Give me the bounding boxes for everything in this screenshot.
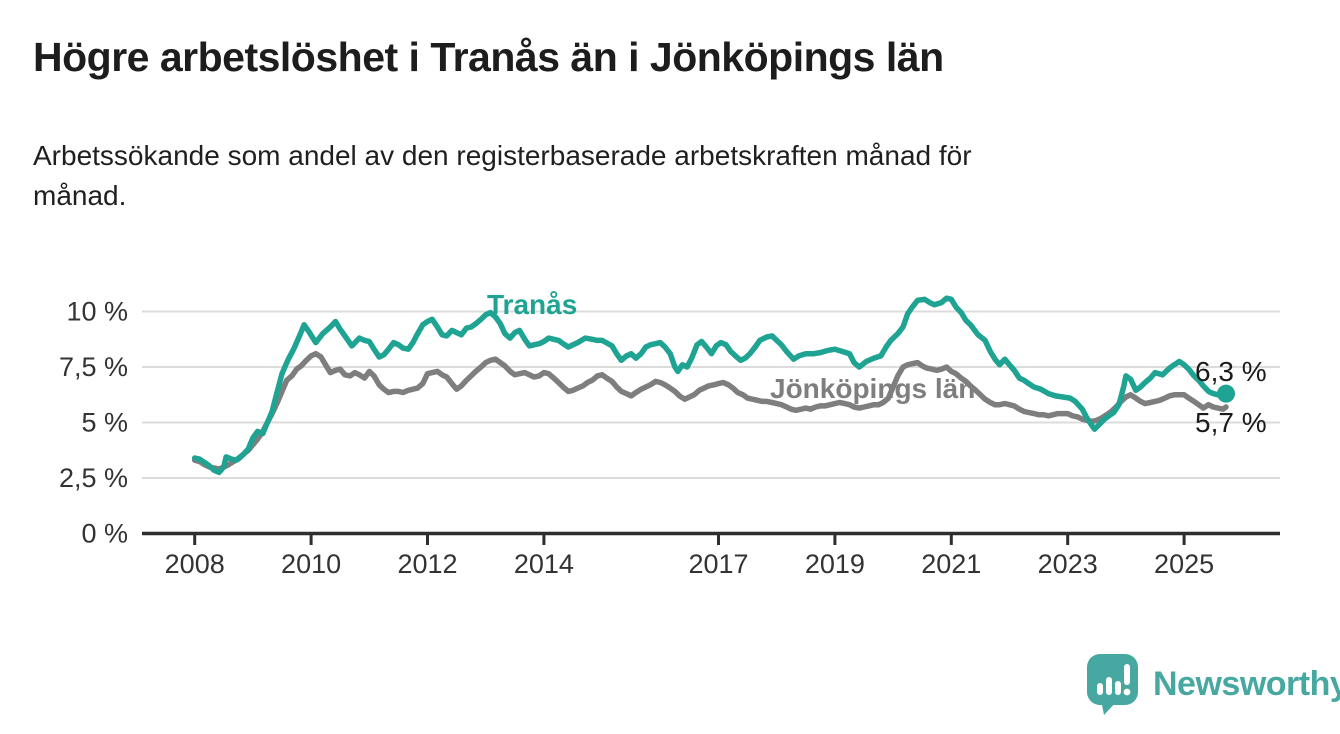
x-tick-label: 2012 <box>397 549 457 579</box>
page-title: Högre arbetslöshet i Tranås än i Jönköpi… <box>33 34 944 80</box>
x-tick-label: 2021 <box>921 549 981 579</box>
newsworthy-logo: Newsworthy <box>1085 652 1340 716</box>
y-tick-label: 7,5 % <box>59 352 128 382</box>
y-tick-label: 10 % <box>66 297 128 327</box>
x-tick-label: 2023 <box>1038 549 1098 579</box>
chart-subtitle-line1: Arbetssökande som andel av den registerb… <box>33 140 972 171</box>
chart-subtitle-line2: månad. <box>33 180 127 211</box>
x-tick-label: 2014 <box>514 549 574 579</box>
bar-chart-speech-bubble-icon <box>1087 654 1138 715</box>
series-line-jonkopings-lan <box>191 350 1229 472</box>
y-tick-label: 0 % <box>81 519 128 549</box>
series-label-jonkopings-lan: Jönköpings län <box>770 373 975 404</box>
newsworthy-logo-text: Newsworthy <box>1153 664 1340 703</box>
x-tick-label: 2019 <box>805 549 865 579</box>
end-value-label-jonkopings-lan: 5,7 % <box>1195 407 1267 438</box>
series-label-tranas: Tranås <box>487 289 577 320</box>
end-value-label-tranas: 6,3 % <box>1195 356 1267 387</box>
x-tick-label: 2017 <box>688 549 748 579</box>
end-point-dot-tranas <box>1217 384 1236 403</box>
x-tick-label: 2008 <box>165 549 225 579</box>
chart-subtitle: Arbetssökande som andel av den registerb… <box>33 136 972 216</box>
y-tick-label: 2,5 % <box>59 463 128 493</box>
x-tick-label: 2010 <box>281 549 341 579</box>
y-tick-label: 5 % <box>81 408 128 438</box>
series-line-tranas <box>191 295 1229 476</box>
x-tick-label: 2025 <box>1154 549 1214 579</box>
